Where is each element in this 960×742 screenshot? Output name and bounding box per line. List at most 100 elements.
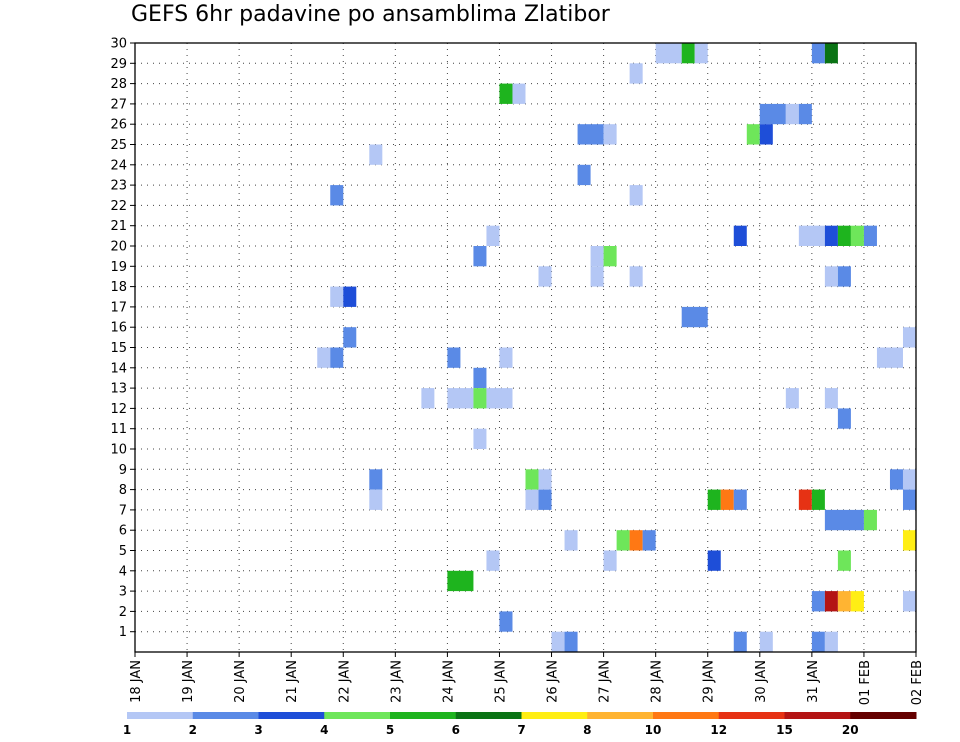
y-tick-label: 23 xyxy=(110,179,127,194)
heatmap-cell xyxy=(824,631,838,652)
y-tick-label: 14 xyxy=(110,361,127,376)
heatmap-cell xyxy=(486,550,500,571)
heatmap-cell xyxy=(694,43,708,64)
heatmap-cell xyxy=(902,469,916,490)
heatmap-cell xyxy=(850,591,864,612)
heatmap-cell xyxy=(811,489,825,510)
y-tick-label: 9 xyxy=(119,463,127,478)
legend-swatch xyxy=(784,712,851,719)
heatmap-cell xyxy=(759,124,773,145)
heatmap-cell xyxy=(473,367,487,389)
heatmap-cell xyxy=(629,185,643,206)
legend-label: 10 xyxy=(645,723,662,737)
x-tick-label: 28 JAN xyxy=(650,660,665,703)
heatmap-cell xyxy=(824,266,838,287)
legend-swatch xyxy=(455,712,522,719)
x-tick-label: 24 JAN xyxy=(441,660,456,703)
heatmap-cell xyxy=(499,611,513,632)
heatmap-cell xyxy=(603,550,617,571)
x-tick-label: 19 JAN xyxy=(181,660,196,703)
y-tick-label: 1 xyxy=(119,625,127,640)
heatmap-cell xyxy=(369,144,383,165)
y-tick-label: 24 xyxy=(110,158,127,173)
y-tick-label: 27 xyxy=(110,97,127,112)
legend-swatch xyxy=(653,712,720,719)
heatmap-cell xyxy=(629,530,643,551)
y-tick-label: 15 xyxy=(110,341,127,356)
heatmap-cell xyxy=(330,286,344,307)
y-tick-label: 4 xyxy=(119,564,127,579)
heatmap-cell xyxy=(902,530,916,551)
heatmap-cell xyxy=(785,388,799,409)
heatmap-cell xyxy=(733,489,747,510)
x-tick-label: 27 JAN xyxy=(598,660,613,703)
heatmap-cell xyxy=(447,388,474,409)
legend-label: 8 xyxy=(583,723,591,737)
legend-label: 5 xyxy=(386,723,394,737)
heatmap-cell xyxy=(707,550,721,571)
heatmap-cell xyxy=(317,347,331,368)
heatmap-cell xyxy=(330,185,344,206)
heatmap-cell xyxy=(824,388,838,409)
heatmap-cell xyxy=(616,530,630,551)
heatmap-cell xyxy=(369,469,383,490)
heatmap-cell xyxy=(499,83,513,104)
heatmap-cell xyxy=(759,103,786,125)
y-tick-label: 11 xyxy=(110,422,127,437)
heatmap-cell xyxy=(642,530,656,551)
y-tick-label: 20 xyxy=(110,240,127,255)
heatmap-cell xyxy=(733,225,747,246)
x-tick-label: 30 JAN xyxy=(754,660,769,703)
heatmap-cell xyxy=(889,469,903,490)
heatmap-cell xyxy=(811,43,825,64)
y-tick-label: 19 xyxy=(110,260,127,275)
heatmap-cell xyxy=(902,327,916,348)
heatmap-cell xyxy=(369,489,383,510)
y-tick-label: 18 xyxy=(110,280,127,295)
legend-label: 15 xyxy=(776,723,793,737)
heatmap-cell xyxy=(473,428,487,449)
heatmap-cell xyxy=(824,225,838,246)
heatmap-cell xyxy=(486,388,513,409)
heatmap-cell xyxy=(746,124,760,145)
x-tick-label: 18 JAN xyxy=(129,660,144,703)
heatmap-cell xyxy=(655,43,682,64)
y-tick-label: 6 xyxy=(119,524,127,539)
legend-swatch xyxy=(127,712,194,719)
heatmap-cell xyxy=(447,570,474,592)
y-tick-label: 3 xyxy=(119,585,127,600)
y-tick-label: 2 xyxy=(119,605,127,620)
x-axis: 18 JAN 19 JAN 20 JAN 21 JAN 22 JAN 23 JAN 24 J… xyxy=(129,652,925,705)
heatmap-cell xyxy=(499,347,513,368)
heatmap-cell xyxy=(681,306,708,328)
heatmap-cell xyxy=(538,469,552,490)
legend-label: 12 xyxy=(710,723,727,737)
x-tick-label: 21 JAN xyxy=(285,660,300,703)
y-tick-label: 7 xyxy=(119,503,127,518)
heatmap-cell xyxy=(759,631,773,652)
x-tick-label: 20 JAN xyxy=(233,660,248,703)
heatmap-cell xyxy=(447,347,461,368)
x-tick-label: 02 FEB xyxy=(910,660,925,705)
y-tick-label: 13 xyxy=(110,382,127,397)
heatmap-cell xyxy=(577,164,591,186)
legend-label: 6 xyxy=(452,723,460,737)
legend-label: 2 xyxy=(189,723,197,737)
heatmap-cell xyxy=(486,225,500,246)
y-tick-label: 16 xyxy=(110,321,127,336)
heatmap-cell xyxy=(798,489,812,510)
legend-label: 20 xyxy=(842,723,859,737)
legend-swatch xyxy=(324,712,391,719)
y-tick-label: 10 xyxy=(110,443,127,458)
chart-title: GEFS 6hr padavine po ansamblima Zlatibor xyxy=(131,2,610,27)
grid-lines xyxy=(134,42,917,652)
heatmap-cell xyxy=(837,591,851,612)
x-tick-label: 23 JAN xyxy=(389,660,404,703)
heatmap-cell xyxy=(525,469,539,490)
heatmap-cell xyxy=(824,591,838,612)
heatmap-cell xyxy=(837,225,851,246)
legend-label: 7 xyxy=(517,723,525,737)
heatmap-cell xyxy=(863,509,877,531)
heatmap-cell xyxy=(538,266,552,287)
heatmap-cell xyxy=(863,225,877,246)
